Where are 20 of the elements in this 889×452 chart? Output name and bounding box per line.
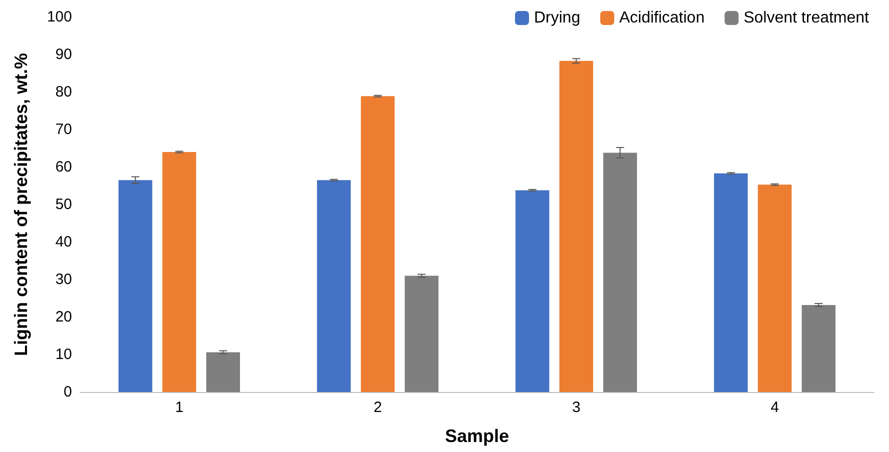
legend-label: Drying <box>534 10 580 26</box>
x-tick-label: 1 <box>175 399 184 416</box>
y-tick-label: 10 <box>55 346 72 363</box>
x-tick-label: 4 <box>770 399 779 416</box>
y-tick-label: 20 <box>55 308 72 326</box>
y-tick-label: 40 <box>55 234 72 250</box>
y-tick-label: 60 <box>55 158 72 176</box>
y-tick-label: 30 <box>55 271 72 288</box>
y-tick-label: 70 <box>55 121 72 138</box>
x-axis-title: Sample <box>444 426 510 446</box>
y-tick-label: 0 <box>64 384 72 400</box>
x-tick-label: 3 <box>572 399 580 416</box>
y-axis-title: Lignin content of precipitates, wt.% <box>11 52 31 356</box>
legend-label: Acidification <box>619 10 705 26</box>
legend-label: Solvent treatment <box>744 10 870 26</box>
y-tick-label: 90 <box>55 46 72 63</box>
y-tick-label: 100 <box>46 8 72 26</box>
x-tick-label: 2 <box>374 399 382 416</box>
y-tick-label: 80 <box>55 84 72 100</box>
y-tick-label: 50 <box>55 196 72 213</box>
